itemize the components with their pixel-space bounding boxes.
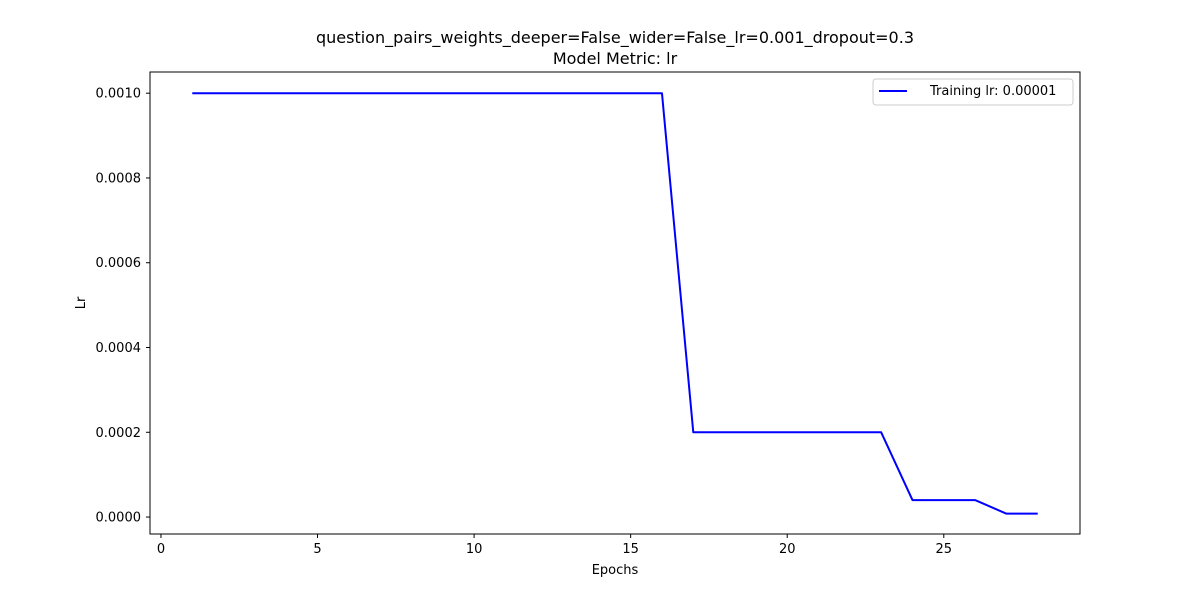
x-axis-label: Epochs bbox=[592, 563, 639, 578]
y-tick-label: 0.0000 bbox=[96, 511, 142, 526]
x-tick-label: 0 bbox=[157, 542, 165, 557]
chart-subtitle: Model Metric: lr bbox=[553, 49, 678, 68]
y-tick-label: 0.0010 bbox=[96, 87, 142, 102]
legend-box bbox=[872, 78, 1074, 106]
series-line-training-lr bbox=[192, 92, 1038, 515]
y-axis-ticks: 0.0000 0.0002 0.0004 0.0006 0.0008 0.0010 bbox=[96, 87, 150, 526]
x-axis-ticks: 0 5 10 15 20 25 bbox=[157, 534, 952, 557]
y-tick-label: 0.0008 bbox=[96, 171, 142, 186]
x-tick-label: 20 bbox=[779, 542, 796, 557]
x-tick-label: 5 bbox=[313, 542, 321, 557]
series-layer bbox=[192, 92, 1038, 515]
legend-entry-training-lr: Training lr: 0.00001 bbox=[929, 84, 1056, 99]
x-tick-label: 15 bbox=[622, 542, 639, 557]
y-tick-label: 0.0004 bbox=[96, 341, 142, 356]
y-axis-label: Lr bbox=[74, 296, 89, 309]
x-tick-label: 25 bbox=[936, 542, 953, 557]
y-tick-label: 0.0002 bbox=[96, 426, 142, 441]
plot-area bbox=[150, 72, 1080, 534]
chart-title: question_pairs_weights_deeper=False_wide… bbox=[316, 28, 914, 48]
x-tick-label: 10 bbox=[466, 542, 483, 557]
y-tick-label: 0.0006 bbox=[96, 256, 142, 271]
legend: Training lr: 0.00001 bbox=[872, 78, 1074, 106]
plot-frame bbox=[149, 71, 1081, 535]
